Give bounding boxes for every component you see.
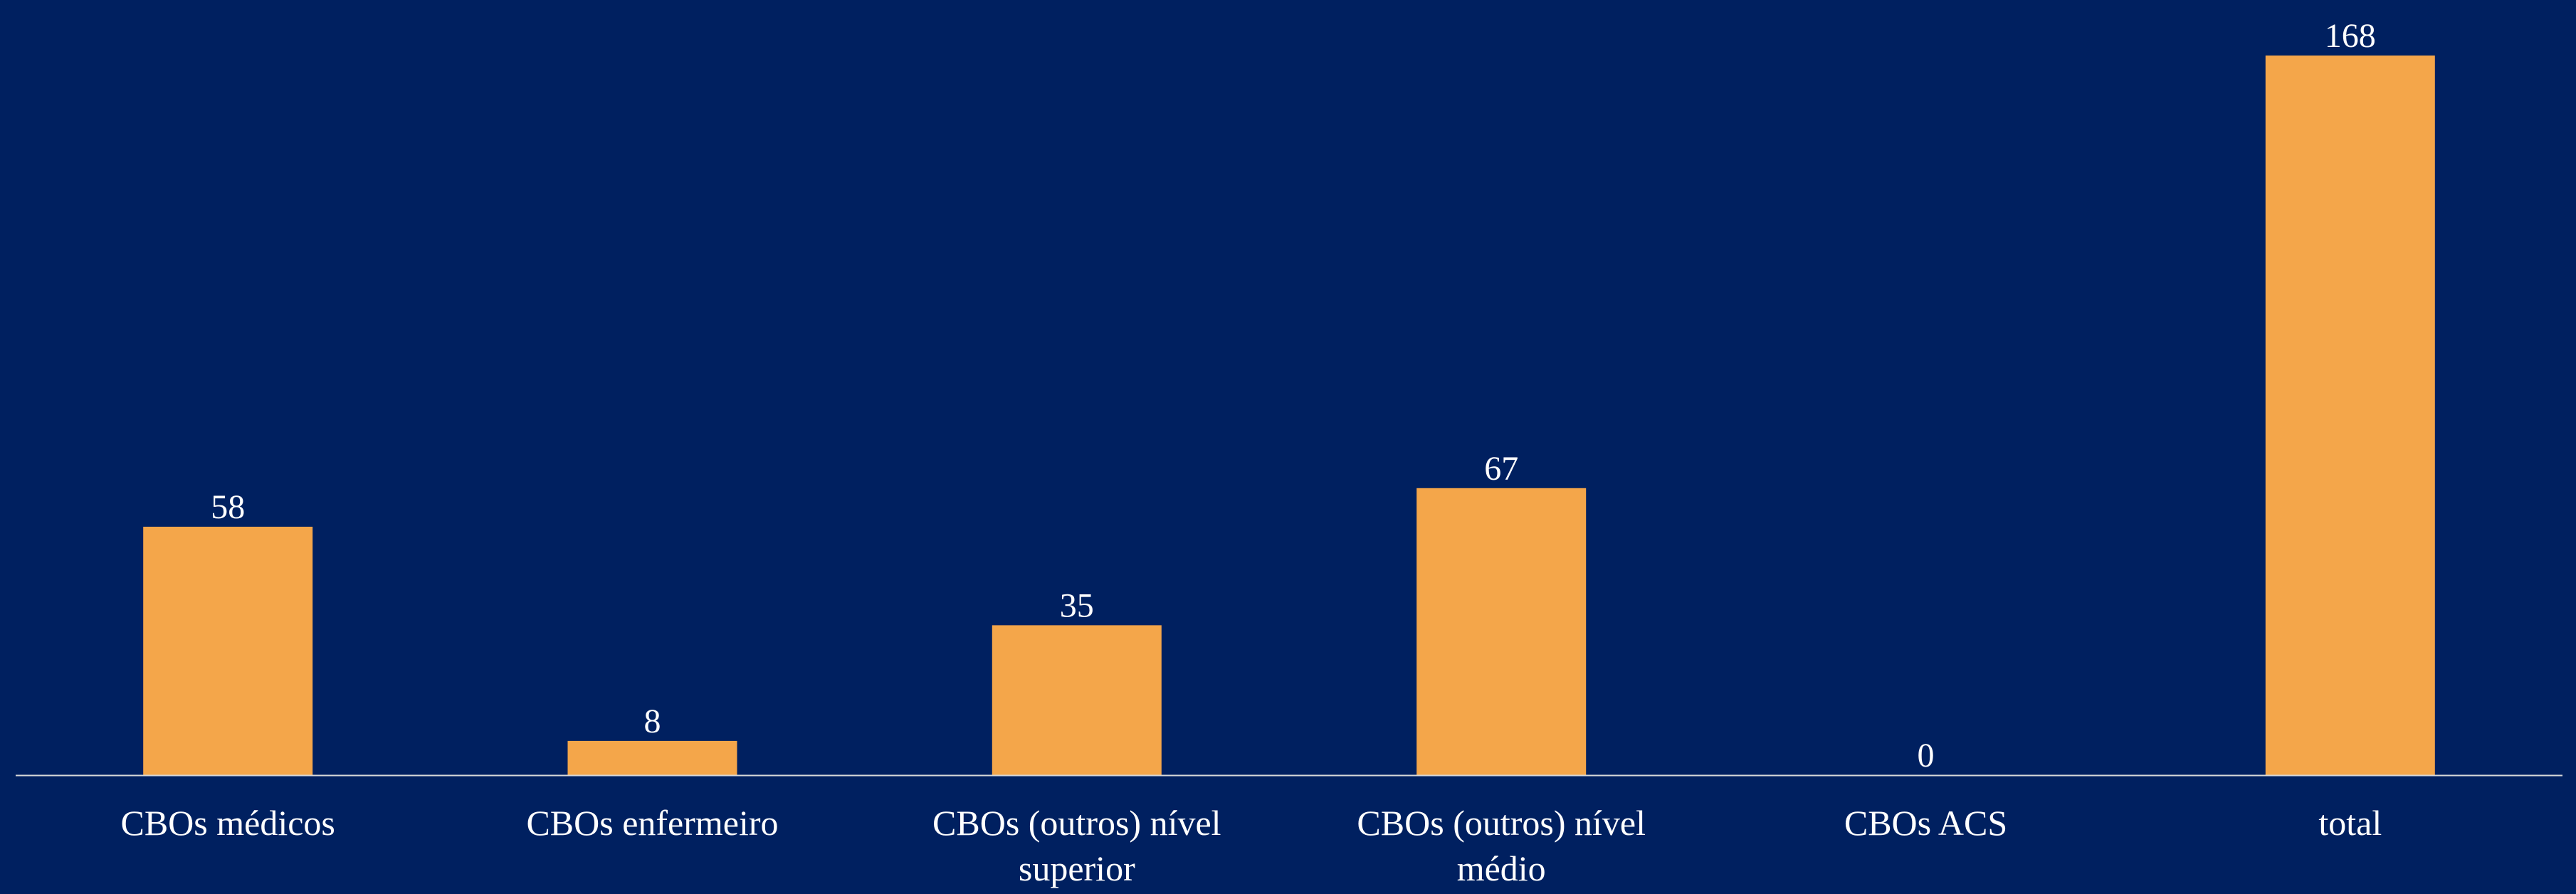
bar-2 <box>992 625 1162 775</box>
bar-0 <box>143 527 313 775</box>
bars-layer <box>143 56 2435 775</box>
data-label-4: 0 <box>1918 737 1935 774</box>
category-label-4: CBOs ACS <box>1844 803 2007 843</box>
bar-3 <box>1416 488 1587 775</box>
bar-5 <box>2265 56 2435 775</box>
data-label-1: 8 <box>644 703 661 740</box>
bar-1 <box>567 740 737 775</box>
data-labels-layer: 58 8 35 67 0 168 <box>211 17 2376 774</box>
data-label-5: 168 <box>2325 17 2376 55</box>
category-label-5: total <box>2318 803 2382 843</box>
category-label-2: CBOs (outros) nível superior <box>932 803 1221 888</box>
data-label-0: 58 <box>211 488 245 526</box>
category-label-1: CBOs enfermeiro <box>526 803 778 843</box>
data-label-3: 67 <box>1484 450 1518 488</box>
category-labels-layer: CBOs médicos CBOs enfermeiro CBOs (outros)… <box>120 803 2382 888</box>
category-label-3: CBOs (outros) nível médio <box>1357 803 1646 888</box>
data-label-2: 35 <box>1060 587 1094 624</box>
category-label-0: CBOs médicos <box>120 803 335 843</box>
